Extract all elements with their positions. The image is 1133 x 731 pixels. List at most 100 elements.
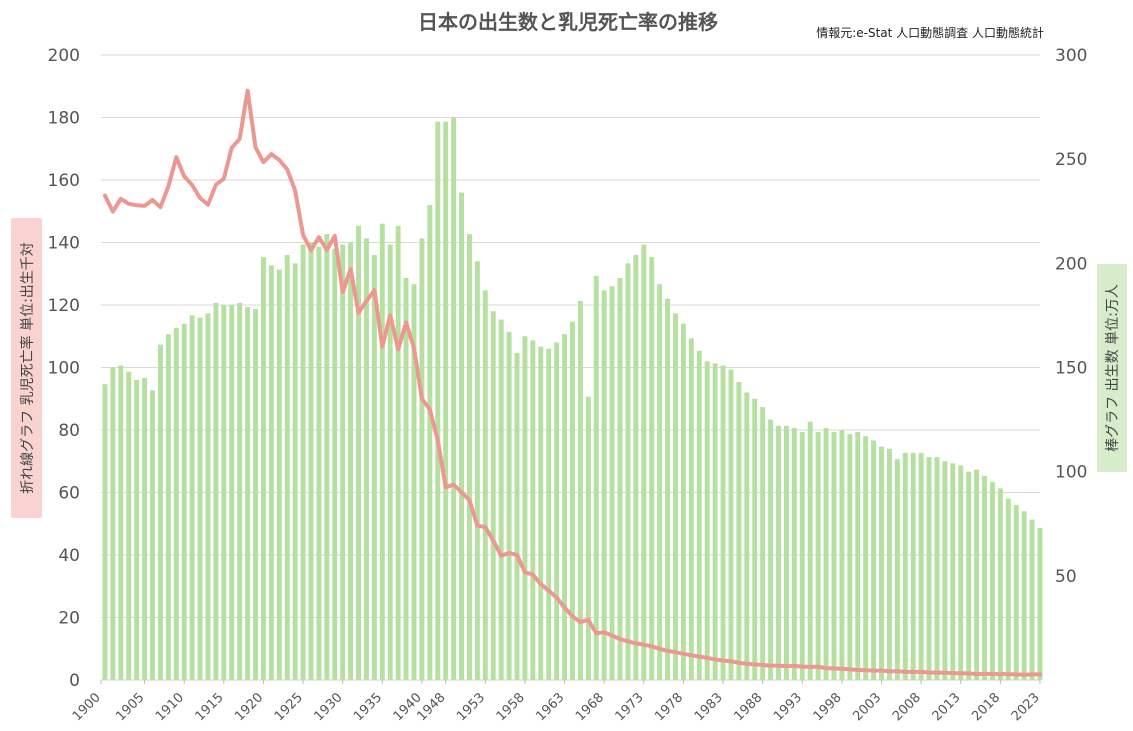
x-tick-label: 1930 [312, 690, 346, 724]
bar-1991 [783, 425, 789, 680]
bar-1920 [260, 257, 266, 680]
left-tick-label: 0 [69, 671, 80, 691]
bar-2015 [974, 469, 980, 680]
bar-2005 [894, 459, 900, 680]
bar-1983 [720, 365, 726, 680]
right-axis-ticks: 50 100 150 200 250 300 [1055, 46, 1087, 587]
x-tick-label: 1905 [113, 690, 147, 724]
bar-1988 [760, 407, 766, 680]
bar-1916 [229, 305, 235, 680]
bar-1903 [126, 371, 132, 680]
x-tick-label: 1925 [272, 690, 306, 724]
bar-1980 [696, 350, 702, 680]
bar-1995 [815, 432, 821, 680]
bar-1955 [498, 319, 504, 680]
bar-1936 [387, 244, 393, 681]
x-tick-label: 1948 [415, 690, 449, 724]
left-tick-label: 80 [58, 421, 80, 441]
bar-2019 [1005, 498, 1011, 680]
bar-1947 [435, 121, 441, 680]
chart-title: 日本の出生数と乳児死亡率の推移 [418, 10, 718, 34]
bar-1906 [150, 390, 155, 680]
bar-1908 [165, 334, 171, 680]
bar-1960 [538, 346, 544, 680]
bar-1901 [110, 367, 116, 680]
bar-2006 [902, 452, 908, 680]
bar-1948 [443, 121, 449, 680]
left-axis-label-text: 折れ線グラフ 乳児死亡率 単位:出生千対 [19, 242, 36, 494]
bar-2007 [910, 452, 916, 680]
bar-1934 [371, 255, 377, 680]
bar-1956 [506, 332, 512, 680]
bar-1968 [601, 290, 607, 680]
bar-2012 [950, 463, 956, 680]
bar-1923 [284, 255, 290, 680]
bar-1952 [474, 261, 480, 680]
bar-1971 [625, 263, 631, 680]
bar-1915 [221, 305, 227, 680]
bar-1922 [276, 269, 282, 680]
bar-1902 [118, 365, 124, 680]
bar-1958 [522, 336, 528, 680]
bar-2023 [1037, 527, 1043, 680]
x-tick-label: 1998 [811, 690, 845, 724]
bar-1957 [514, 352, 520, 680]
bar-1962 [554, 342, 560, 680]
x-tick-label: 2023 [1009, 690, 1043, 724]
bar-1914 [213, 302, 219, 680]
bar-1932 [356, 225, 361, 681]
bar-1965 [577, 300, 583, 680]
bar-1953 [482, 290, 488, 680]
left-tick-label: 40 [58, 546, 80, 566]
bar-1927 [316, 246, 322, 680]
x-tick-label: 1988 [731, 690, 765, 724]
left-tick-label: 120 [48, 296, 80, 316]
x-tick-label: 1920 [232, 690, 266, 724]
bar-1909 [173, 327, 179, 680]
bar-1951 [467, 234, 472, 680]
bar-1919 [253, 309, 258, 680]
right-tick-label: 200 [1055, 254, 1087, 274]
right-tick-label: 50 [1055, 567, 1077, 587]
bar-1938 [403, 277, 409, 680]
bar-2021 [1021, 511, 1027, 680]
bar-1924 [292, 263, 298, 680]
right-tick-label: 300 [1055, 46, 1087, 66]
x-tick-label: 1935 [351, 690, 385, 724]
bar-1967 [593, 275, 599, 680]
left-axis-ticks: 0 20 40 60 80 100 120 140 160 180 200 [48, 46, 80, 691]
right-tick-label: 250 [1055, 150, 1087, 170]
bar-2011 [942, 461, 948, 680]
bar-1959 [530, 340, 536, 680]
left-tick-label: 20 [58, 609, 80, 629]
bar-2018 [997, 488, 1003, 680]
bar-1990 [776, 425, 781, 680]
bar-1989 [768, 419, 774, 680]
x-tick-label: 2003 [850, 690, 884, 724]
bar-1939 [411, 284, 417, 680]
bar-1997 [831, 432, 837, 680]
x-tick-label: 1993 [771, 690, 805, 724]
bar-2022 [1029, 519, 1035, 680]
right-tick-label: 150 [1055, 359, 1087, 379]
left-tick-label: 140 [48, 234, 80, 254]
bar-2016 [982, 475, 987, 680]
x-tick-label: 1968 [573, 690, 607, 724]
x-tick-label: 1963 [533, 690, 567, 724]
bar-2020 [1013, 505, 1019, 680]
x-tick-label: 2018 [969, 690, 1003, 724]
bar-2004 [886, 448, 892, 680]
bar-1940 [419, 238, 425, 681]
birth-bars [102, 117, 1043, 681]
source-note: 情報元:e-Stat 人口動態調査 人口動態統計 [816, 25, 1044, 40]
bar-1918 [245, 307, 251, 680]
x-tick-label: 1900 [70, 690, 104, 724]
bar-1943 [427, 205, 433, 680]
infant-mortality-line [103, 88, 1042, 677]
right-tick-label: 100 [1055, 463, 1087, 483]
x-tick-label: 1958 [494, 690, 528, 724]
right-axis-label-text: 棒グラフ 出生数 単位:万人 [1105, 284, 1121, 452]
bar-1984 [728, 369, 734, 680]
bar-1972 [633, 255, 639, 680]
